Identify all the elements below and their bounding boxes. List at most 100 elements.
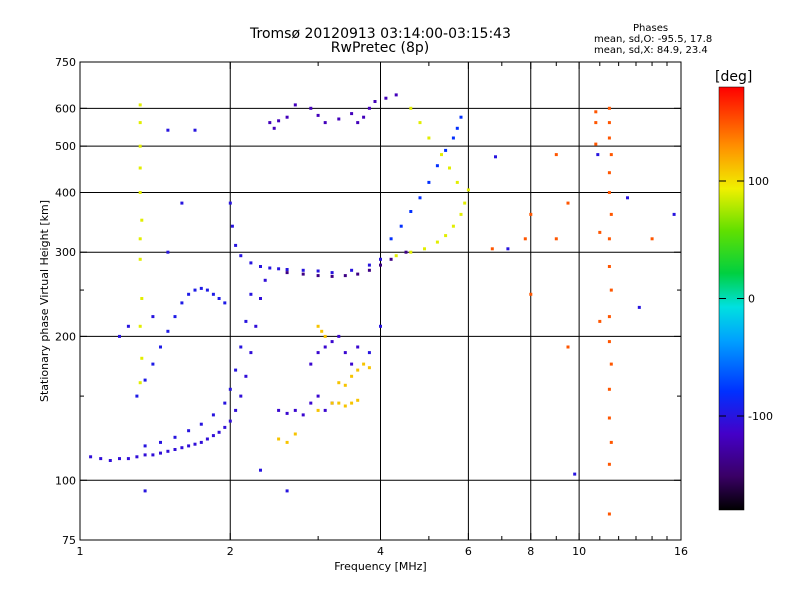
data-point <box>316 274 320 278</box>
data-point <box>309 362 313 366</box>
data-point <box>356 121 360 125</box>
data-point <box>223 401 227 405</box>
data-point <box>285 411 289 415</box>
data-point <box>463 201 467 205</box>
data-point <box>99 457 103 461</box>
data-point <box>118 457 121 461</box>
data-point <box>244 374 248 378</box>
data-point <box>259 297 262 300</box>
data-point <box>205 437 209 441</box>
data-point <box>193 288 197 292</box>
data-point <box>418 121 422 125</box>
data-point <box>607 512 611 516</box>
data-point <box>180 301 184 305</box>
data-point <box>356 368 360 372</box>
data-point <box>373 100 377 103</box>
x-tick-label: 1 <box>77 545 84 558</box>
data-point <box>138 381 142 385</box>
data-point <box>343 404 347 408</box>
data-point <box>323 334 327 338</box>
data-point <box>89 455 93 459</box>
data-point <box>594 142 598 146</box>
data-point <box>277 267 281 271</box>
data-point <box>362 362 366 366</box>
data-point <box>466 188 470 192</box>
data-point <box>166 250 170 254</box>
data-point <box>138 191 142 194</box>
data-point <box>316 113 320 117</box>
data-point <box>108 459 112 462</box>
data-point <box>228 419 232 423</box>
data-point <box>234 368 238 372</box>
data-point <box>138 144 142 148</box>
data-point <box>309 106 313 110</box>
data-point <box>316 269 320 273</box>
data-point <box>244 319 248 323</box>
data-point <box>409 250 413 254</box>
data-point <box>151 362 155 366</box>
data-point <box>607 340 611 344</box>
data-point <box>143 444 147 448</box>
data-point <box>609 212 613 216</box>
data-point <box>594 121 598 125</box>
data-point <box>350 268 354 272</box>
data-point <box>607 106 611 110</box>
y-tick-label: 400 <box>55 186 76 199</box>
data-point <box>135 455 139 459</box>
data-point <box>350 401 354 405</box>
data-point <box>316 394 320 398</box>
data-point <box>427 180 431 184</box>
data-point <box>607 136 611 140</box>
data-point <box>159 451 162 455</box>
data-point <box>323 345 327 349</box>
data-point <box>301 272 305 276</box>
data-point <box>337 334 341 338</box>
data-point <box>598 230 602 234</box>
data-point <box>138 324 142 328</box>
data-point <box>159 440 162 444</box>
data-point <box>187 429 191 433</box>
data-point <box>316 351 320 355</box>
data-point <box>234 243 238 247</box>
data-point <box>249 292 253 296</box>
data-point <box>607 462 611 466</box>
data-point <box>239 394 243 398</box>
data-point <box>490 247 494 251</box>
data-point <box>140 297 144 300</box>
phase-stat-x: mean, sd,X: 84.9, 23.4 <box>594 45 708 56</box>
chart-subtitle: RwPretec (8p) <box>330 40 430 56</box>
colorbar-title: [deg] <box>715 69 753 85</box>
data-point <box>138 166 142 170</box>
data-point <box>356 272 360 276</box>
colorbar-tick-label: -100 <box>748 410 773 423</box>
data-point <box>607 387 611 391</box>
data-point <box>143 489 147 493</box>
data-point <box>379 263 382 267</box>
x-tick-label: 6 <box>465 545 472 558</box>
data-point <box>285 489 289 493</box>
data-point <box>523 237 527 241</box>
x-tick-label: 8 <box>527 545 534 558</box>
data-point <box>672 212 676 216</box>
data-point <box>268 266 272 270</box>
data-point <box>455 180 459 184</box>
data-point <box>285 440 289 444</box>
data-point <box>337 381 341 385</box>
x-axis-label: Frequency [MHz] <box>334 560 426 573</box>
data-point <box>367 351 371 355</box>
data-point <box>330 271 334 275</box>
data-point <box>448 166 451 170</box>
chart-title: Tromsø 20120913 03:14:00-03:15:43 <box>250 26 511 42</box>
data-point <box>367 263 371 267</box>
data-point <box>435 240 439 244</box>
data-point <box>126 457 130 461</box>
data-point <box>596 153 600 157</box>
colorbar-tick-label: 0 <box>748 293 755 306</box>
data-point <box>404 250 408 254</box>
data-point <box>343 351 347 355</box>
data-point <box>228 201 232 205</box>
data-point <box>554 153 558 157</box>
data-point <box>554 237 558 241</box>
data-point <box>427 136 431 140</box>
